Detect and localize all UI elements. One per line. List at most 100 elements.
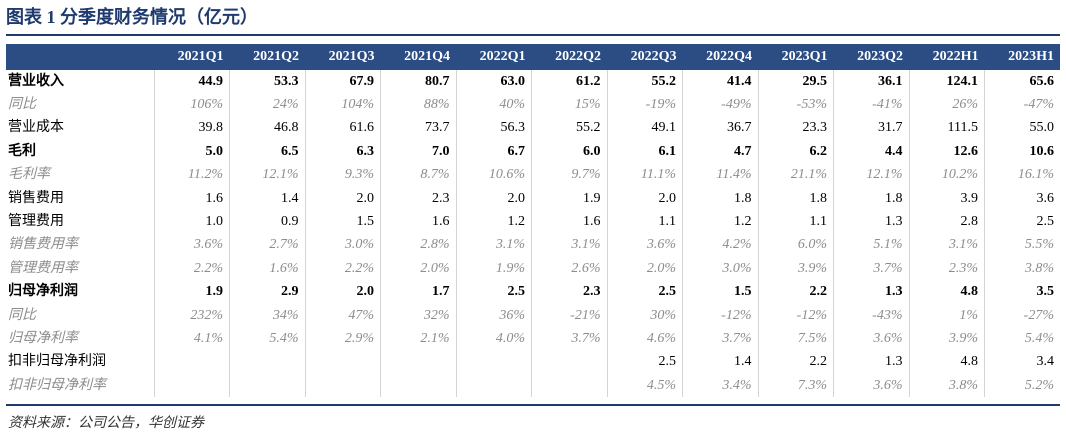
table-cell: -21%	[531, 303, 607, 328]
table-cell: 1.1	[757, 210, 834, 234]
table-cell: 4.4	[833, 140, 909, 164]
table-cell: 3.5	[984, 280, 1060, 304]
row-label: 管理费用率	[8, 260, 78, 276]
row-label: 毛利率	[8, 167, 50, 183]
header-cell: 2022Q4	[682, 44, 758, 70]
table-cell: 6.2	[757, 140, 834, 164]
table-cell: 1.5	[682, 280, 758, 304]
table-cell: -53%	[757, 93, 834, 117]
table-cell: -27%	[984, 303, 1060, 328]
table-cell: 26%	[908, 93, 985, 117]
table-cell: 3.6%	[833, 327, 909, 351]
table-cell: 2.5	[455, 280, 532, 304]
table-cell: -43%	[833, 303, 909, 328]
table-cell	[153, 374, 230, 398]
table-cell	[304, 350, 381, 375]
table-cell: 2.0	[455, 186, 532, 211]
table-cell: 3.1%	[531, 233, 607, 258]
table-cell: 1.9	[153, 280, 230, 304]
table-cell: 67.9	[304, 69, 381, 94]
table-cell: 2.5	[984, 210, 1060, 234]
table-cell: 16.1%	[984, 163, 1060, 187]
table-cell: 1.7	[380, 280, 456, 304]
table-cell: 3.4%	[682, 374, 758, 398]
table-cell	[229, 350, 305, 375]
table-cell: 61.2	[531, 69, 607, 94]
table-cell: 3.7%	[833, 257, 909, 281]
table-cell: 3.1%	[455, 233, 532, 258]
table-cell: 104%	[304, 93, 381, 117]
header-cell: 2022Q1	[456, 44, 532, 70]
table-body: 营业收入 44.9 53.3 67.9 80.7 63.0 61.2 55.2 41.4 29.5…	[6, 69, 1060, 398]
table-cell: 73.7	[380, 116, 456, 141]
table-row: 管理费用率 2.2% 1.6% 2.2% 2.0% 1.9% 2.6% 2.0% 3.0% 3.9…	[6, 257, 1060, 281]
source-note: 资料来源：公司公告，华创证券	[8, 416, 204, 431]
row-label: 扣非归母净利率	[8, 377, 106, 393]
table-cell: 11.2%	[153, 163, 230, 187]
table-cell: 2.0%	[606, 257, 683, 281]
table-cell: 4.5%	[606, 374, 683, 398]
table-cell: 1.2	[682, 210, 758, 234]
table-cell: 34%	[229, 303, 305, 328]
table-cell: 80.7	[380, 69, 456, 94]
financial-table: 2021Q1 2021Q2 2021Q3 2021Q4 2022Q1 2022Q2 2022…	[6, 44, 1060, 398]
table-cell: 5.1%	[833, 233, 909, 258]
table-cell: 2.9%	[304, 327, 381, 351]
table-cell: -47%	[984, 93, 1060, 117]
table-cell	[531, 350, 607, 375]
table-cell: 106%	[153, 93, 230, 117]
table-cell: -12%	[682, 303, 758, 328]
header-cell: 2021Q2	[229, 44, 305, 70]
table-cell: 2.0	[304, 280, 381, 304]
table-cell: -12%	[757, 303, 834, 328]
table-cell: 30%	[606, 303, 683, 328]
table-cell: 5.4%	[229, 327, 305, 351]
header-cell: 2023Q2	[833, 44, 909, 70]
table-cell: -19%	[606, 93, 683, 117]
table-cell: 4.0%	[455, 327, 532, 351]
table-row: 毛利率 11.2% 12.1% 9.3% 8.7% 10.6% 9.7% 11.1% 11.4%…	[6, 163, 1060, 187]
table-cell: 6.0	[531, 140, 607, 164]
header-cell: 2021Q3	[305, 44, 381, 70]
table-cell: 3.8%	[908, 374, 985, 398]
row-label: 销售费用	[8, 190, 64, 206]
header-cell: 2023H1	[984, 44, 1060, 70]
table-cell: 7.0	[380, 140, 456, 164]
header-cell: 2022Q3	[607, 44, 683, 70]
table-cell: 2.0	[304, 186, 381, 211]
table-cell: 39.8	[153, 116, 230, 141]
table-cell: 44.9	[153, 69, 230, 94]
table-cell: 4.8	[908, 350, 985, 375]
header-cell: 2021Q1	[154, 44, 230, 70]
table-cell: 1.5	[304, 210, 381, 234]
header-cell: 2021Q4	[380, 44, 456, 70]
table-cell: 29.5	[757, 69, 834, 94]
table-cell: 1.8	[757, 186, 834, 211]
table-cell: 46.8	[229, 116, 305, 141]
table-row: 营业收入 44.9 53.3 67.9 80.7 63.0 61.2 55.2 41.4 29.5…	[6, 69, 1060, 94]
table-cell: 3.9	[908, 186, 985, 211]
table-cell: 63.0	[455, 69, 532, 94]
table-cell: 232%	[153, 303, 230, 328]
table-cell: 1.3	[833, 280, 909, 304]
table-cell: 2.3	[380, 186, 456, 211]
table-cell: 11.1%	[606, 163, 683, 187]
table-cell: 1%	[908, 303, 985, 328]
header-cell-label	[6, 44, 154, 70]
table-cell: 49.1	[606, 116, 683, 141]
table-cell: 3.0%	[682, 257, 758, 281]
table-cell: 3.7%	[682, 327, 758, 351]
table-row: 营业成本 39.8 46.8 61.6 73.7 56.3 55.2 49.1 36.7 23.3…	[6, 116, 1060, 141]
table-cell: 1.0	[153, 210, 230, 234]
table-row: 销售费用率 3.6% 2.7% 3.0% 2.8% 3.1% 3.1% 3.6% 4.2% 6.0…	[6, 233, 1060, 258]
table-cell: 111.5	[908, 116, 985, 141]
table-cell: 15%	[531, 93, 607, 117]
table-cell: 2.9	[229, 280, 305, 304]
table-cell: 36.7	[682, 116, 758, 141]
table-cell	[304, 374, 381, 398]
row-label: 营业收入	[6, 69, 154, 94]
table-cell	[531, 374, 607, 398]
table-cell: 12.6	[908, 140, 985, 164]
table-cell: 55.2	[531, 116, 607, 141]
table-cell: 10.6%	[455, 163, 532, 187]
